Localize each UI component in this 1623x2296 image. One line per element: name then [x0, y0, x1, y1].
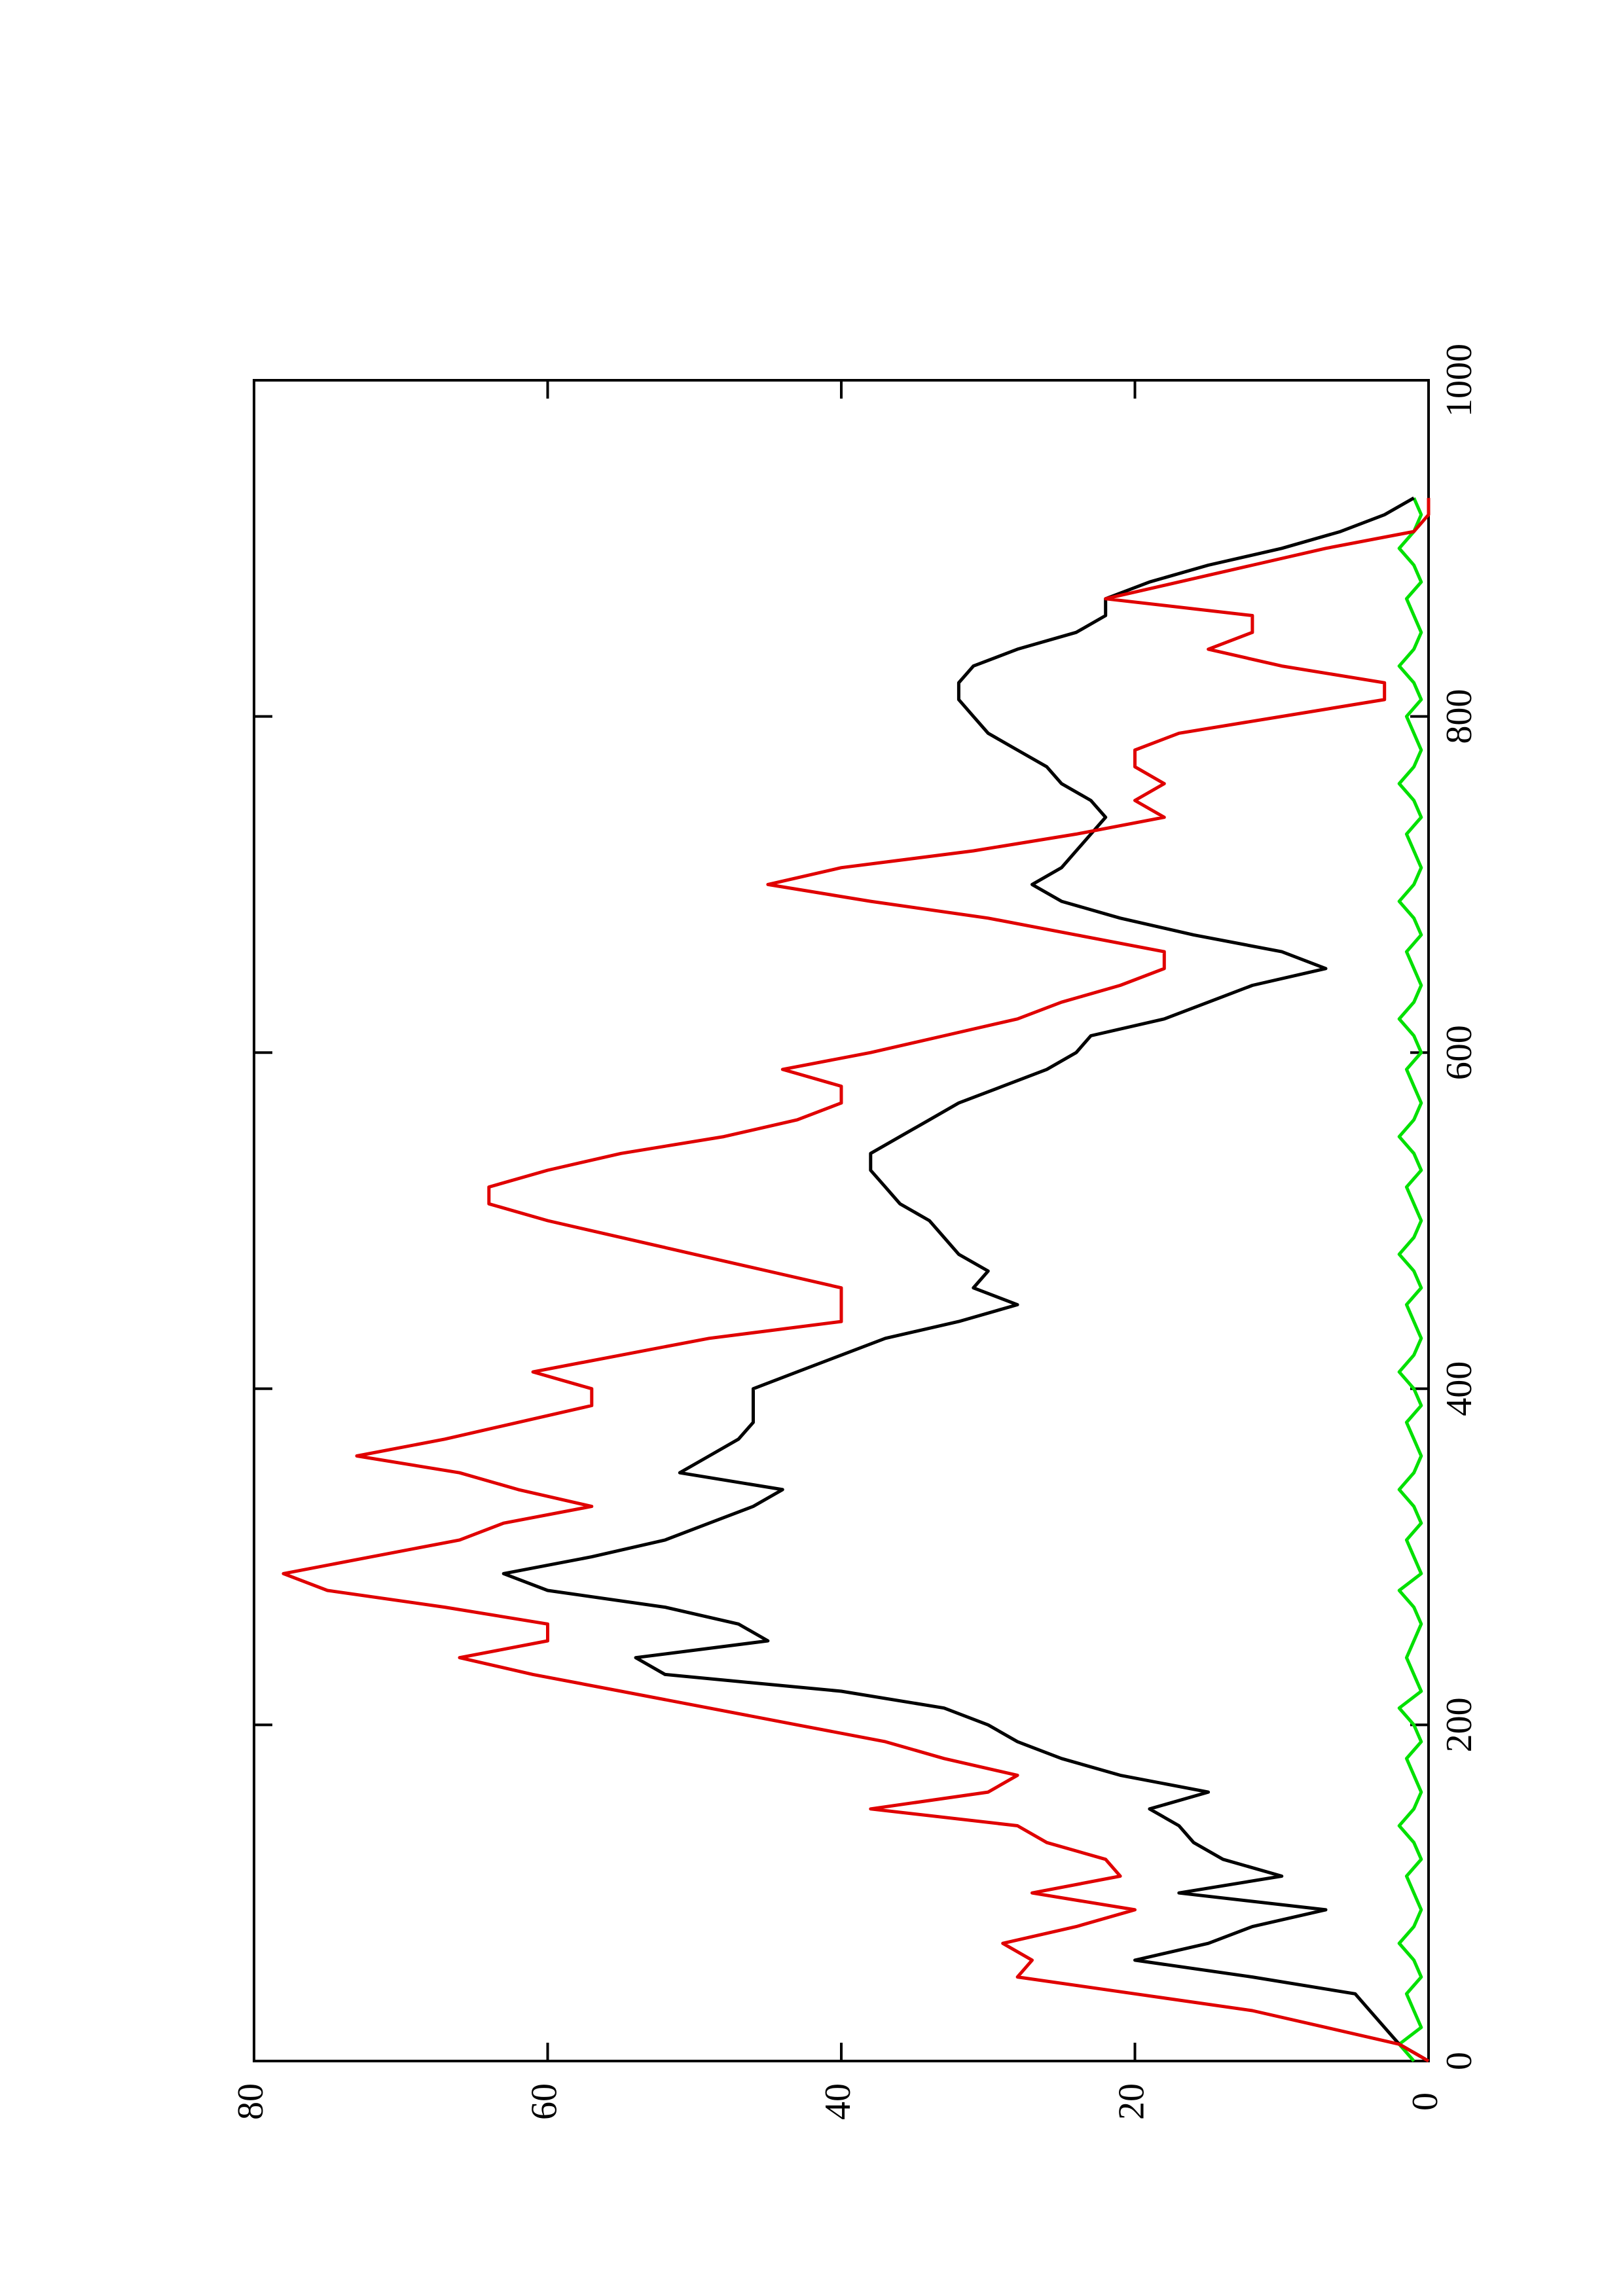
- x-tick-label: 1000: [1439, 344, 1480, 417]
- x-tick-label: 0: [1439, 2052, 1480, 2070]
- x-tick-label: 600: [1439, 1025, 1480, 1080]
- series-line: [501, 496, 1430, 2063]
- y-tick-label: 80: [230, 2083, 271, 2120]
- y-tick-label: 0: [1405, 2092, 1446, 2111]
- y-tick-label: 40: [818, 2083, 858, 2120]
- series-line: [282, 497, 1431, 2063]
- y-tick-label: 60: [524, 2083, 564, 2120]
- y-tick-label: 20: [1111, 2083, 1152, 2120]
- x-tick-label: 800: [1439, 689, 1480, 744]
- x-tick-label: 400: [1439, 1361, 1480, 1416]
- x-tick-label: 200: [1439, 1697, 1480, 1752]
- series-line: [1397, 497, 1423, 2062]
